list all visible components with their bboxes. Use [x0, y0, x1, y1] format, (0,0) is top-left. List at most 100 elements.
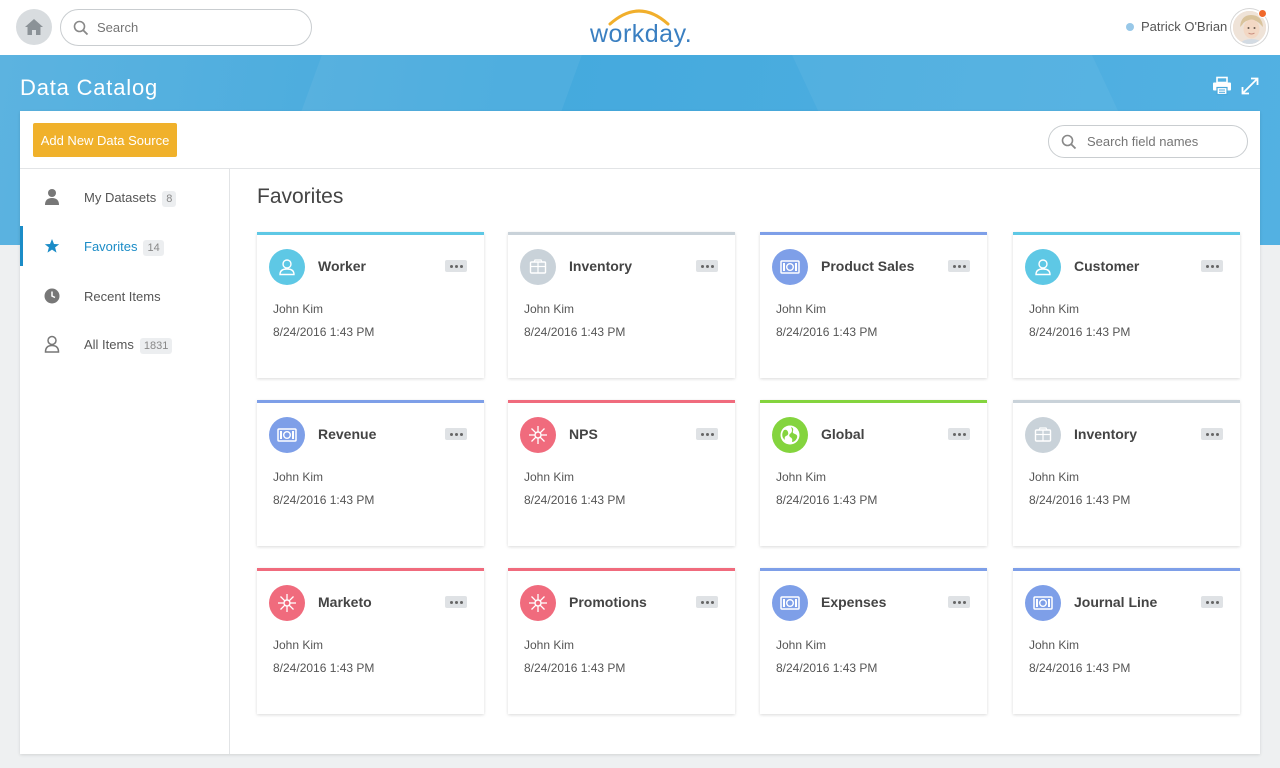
- field-name-search[interactable]: [1048, 125, 1248, 158]
- dataset-card[interactable]: Global John Kim 8/24/2016 1:43 PM: [760, 400, 987, 546]
- card-title[interactable]: Promotions: [569, 594, 647, 610]
- card-date: 8/24/2016 1:43 PM: [776, 493, 878, 507]
- card-title[interactable]: Customer: [1074, 258, 1140, 274]
- card-title[interactable]: Marketo: [318, 594, 372, 610]
- search-icon: [1061, 134, 1077, 149]
- search-icon: [73, 20, 89, 35]
- card-date: 8/24/2016 1:43 PM: [776, 325, 878, 339]
- more-options-icon[interactable]: [696, 260, 718, 272]
- box-icon: [1025, 417, 1061, 453]
- money-icon: [1025, 585, 1061, 621]
- card-owner: John Kim: [1029, 302, 1080, 316]
- page-title: Data Catalog: [20, 75, 159, 100]
- money-icon: [772, 585, 808, 621]
- more-options-icon[interactable]: [948, 596, 970, 608]
- sidebar-item-favorites[interactable]: Favorites 14: [20, 226, 230, 266]
- sidebar-item-recent-items[interactable]: Recent Items: [20, 276, 230, 316]
- field-name-search-input[interactable]: [1087, 134, 1237, 149]
- sidebar-item-label: Recent Items: [84, 288, 161, 304]
- more-options-icon[interactable]: [696, 596, 718, 608]
- person-icon: [269, 249, 305, 285]
- dataset-card[interactable]: Inventory John Kim 8/24/2016 1:43 PM: [1013, 400, 1240, 546]
- person-outline-icon: [42, 334, 62, 354]
- more-options-icon[interactable]: [445, 596, 467, 608]
- dataset-card[interactable]: Customer John Kim 8/24/2016 1:43 PM: [1013, 232, 1240, 378]
- more-options-icon[interactable]: [445, 428, 467, 440]
- sidebar-item-all-items[interactable]: All Items 1831: [20, 324, 230, 364]
- print-icon[interactable]: [1212, 76, 1232, 96]
- card-title[interactable]: Journal Line: [1074, 594, 1158, 610]
- dataset-card[interactable]: Revenue John Kim 8/24/2016 1:43 PM: [257, 400, 484, 546]
- notification-badge: [1258, 9, 1267, 18]
- card-title[interactable]: Inventory: [569, 258, 633, 274]
- panel-toolbar: Add New Data Source: [20, 111, 1260, 169]
- count-badge: 1831: [139, 337, 173, 354]
- card-owner: John Kim: [524, 470, 575, 484]
- card-title[interactable]: Inventory: [1074, 426, 1138, 442]
- network-icon: [520, 417, 556, 453]
- card-date: 8/24/2016 1:43 PM: [273, 325, 375, 339]
- card-date: 8/24/2016 1:43 PM: [273, 493, 375, 507]
- more-options-icon[interactable]: [1201, 260, 1223, 272]
- home-button[interactable]: [16, 9, 52, 45]
- sidebar-item-label: My Datasets 8: [84, 190, 177, 207]
- card-owner: John Kim: [776, 638, 827, 652]
- expand-icon[interactable]: [1240, 76, 1260, 96]
- sidebar: My Datasets 8 Favorites 14 Recent Items Al…: [20, 169, 230, 754]
- card-date: 8/24/2016 1:43 PM: [524, 493, 626, 507]
- card-owner: John Kim: [273, 470, 324, 484]
- card-owner: John Kim: [524, 638, 575, 652]
- home-icon: [25, 19, 43, 35]
- globe-icon: [772, 417, 808, 453]
- card-date: 8/24/2016 1:43 PM: [524, 661, 626, 675]
- global-search[interactable]: [60, 9, 312, 46]
- sidebar-item-label: Favorites 14: [84, 239, 164, 256]
- card-title[interactable]: Worker: [318, 258, 366, 274]
- card-date: 8/24/2016 1:43 PM: [1029, 325, 1131, 339]
- dataset-card[interactable]: NPS John Kim 8/24/2016 1:43 PM: [508, 400, 735, 546]
- global-search-input[interactable]: [97, 20, 287, 35]
- add-new-data-source-button[interactable]: Add New Data Source: [33, 123, 177, 157]
- card-title[interactable]: Expenses: [821, 594, 887, 610]
- dataset-card[interactable]: Worker John Kim 8/24/2016 1:43 PM: [257, 232, 484, 378]
- person-icon: [1025, 249, 1061, 285]
- card-date: 8/24/2016 1:43 PM: [1029, 493, 1131, 507]
- logo-arc-icon: [608, 9, 670, 26]
- card-title[interactable]: NPS: [569, 426, 598, 442]
- card-date: 8/24/2016 1:43 PM: [273, 661, 375, 675]
- user-name[interactable]: Patrick O'Brian: [1141, 19, 1228, 34]
- card-date: 8/24/2016 1:43 PM: [1029, 661, 1131, 675]
- box-icon: [520, 249, 556, 285]
- dataset-card[interactable]: Marketo John Kim 8/24/2016 1:43 PM: [257, 568, 484, 714]
- card-owner: John Kim: [1029, 470, 1080, 484]
- workday-logo: workday.: [590, 6, 694, 50]
- card-owner: John Kim: [1029, 638, 1080, 652]
- section-title: Favorites: [257, 185, 344, 208]
- card-owner: John Kim: [524, 302, 575, 316]
- logo-text: workday.: [590, 20, 693, 48]
- card-title[interactable]: Global: [821, 426, 865, 442]
- sidebar-item-my-datasets[interactable]: My Datasets 8: [20, 177, 230, 217]
- more-options-icon[interactable]: [696, 428, 718, 440]
- star-icon: [42, 236, 62, 256]
- card-owner: John Kim: [273, 638, 324, 652]
- clock-icon: [42, 286, 62, 306]
- dataset-card[interactable]: Expenses John Kim 8/24/2016 1:43 PM: [760, 568, 987, 714]
- more-options-icon[interactable]: [948, 260, 970, 272]
- top-bar: workday. Patrick O'Brian: [0, 0, 1280, 55]
- card-owner: John Kim: [776, 302, 827, 316]
- more-options-icon[interactable]: [445, 260, 467, 272]
- dataset-card[interactable]: Product Sales John Kim 8/24/2016 1:43 PM: [760, 232, 987, 378]
- network-icon: [269, 585, 305, 621]
- dataset-card[interactable]: Promotions John Kim 8/24/2016 1:43 PM: [508, 568, 735, 714]
- dataset-card[interactable]: Journal Line John Kim 8/24/2016 1:43 PM: [1013, 568, 1240, 714]
- more-options-icon[interactable]: [948, 428, 970, 440]
- card-title[interactable]: Revenue: [318, 426, 377, 442]
- card-title[interactable]: Product Sales: [821, 258, 915, 274]
- more-options-icon[interactable]: [1201, 428, 1223, 440]
- person-icon: [42, 187, 62, 207]
- count-badge: 14: [143, 239, 164, 256]
- dataset-card[interactable]: Inventory John Kim 8/24/2016 1:43 PM: [508, 232, 735, 378]
- more-options-icon[interactable]: [1201, 596, 1223, 608]
